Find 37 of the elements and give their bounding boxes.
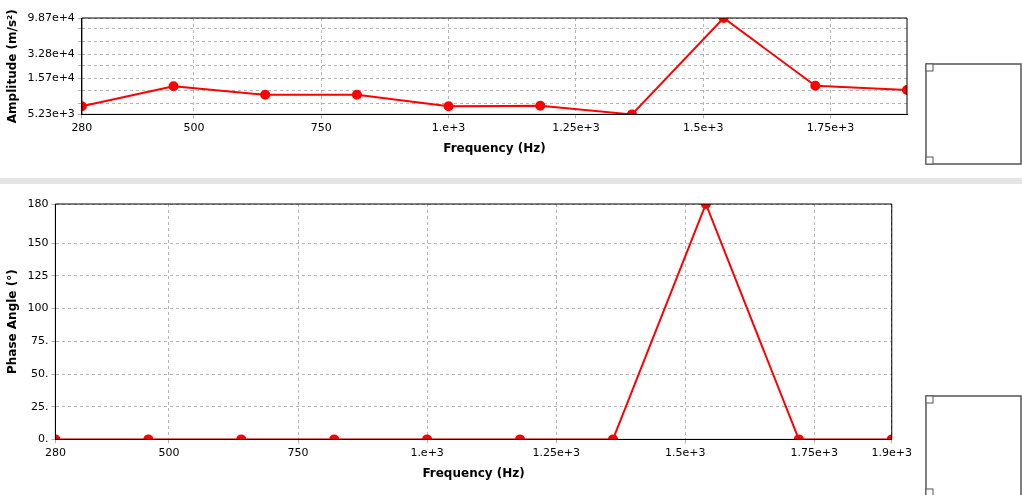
x-tick-label: 1.5e+3: [683, 120, 724, 134]
y-tick-label: 9.87e+4: [27, 10, 75, 24]
point: [535, 100, 546, 111]
y-tick-label: 100: [27, 301, 49, 315]
x-tick-label: 1.75e+3: [790, 445, 839, 459]
y-tick-label: 75.: [30, 334, 49, 348]
y-tick-label: 1.57e+4: [27, 71, 75, 85]
y-tick-label: 180: [27, 196, 49, 210]
y-tick-label: 125: [27, 268, 49, 282]
x-axis-title: Frequency (Hz): [422, 465, 525, 480]
x-tick-label: 500: [158, 445, 180, 459]
point: [351, 89, 362, 100]
y-tick-label: 0.: [37, 432, 49, 446]
point: [260, 89, 271, 100]
x-tick-label: 1.25e+3: [532, 445, 580, 459]
y-axis-title: Amplitude (m/s²): [5, 9, 20, 124]
x-tick-label: 1.5e+3: [665, 445, 706, 459]
x-tick-label: 280: [71, 120, 93, 134]
x-tick-label: 280: [44, 445, 66, 459]
y-tick-label: 150: [27, 236, 49, 250]
point: [810, 80, 821, 91]
x-tick-label: 1.e+3: [431, 120, 466, 134]
y-tick-label: 5.23e+3: [27, 107, 75, 121]
x-tick-label: 750: [310, 120, 332, 134]
x-tick-label: 500: [183, 120, 205, 134]
x-tick-label: 1.e+3: [410, 445, 444, 459]
y-tick-label: 25.: [30, 399, 49, 413]
x-tick-label: 750: [287, 445, 309, 459]
x-tick-label: 1.9e+3: [871, 445, 912, 459]
point: [443, 101, 454, 112]
x-tick-label: 1.75e+3: [806, 120, 855, 134]
y-tick-label: 3.28e+4: [27, 47, 75, 61]
y-tick-label: 50.: [30, 366, 49, 380]
y-axis-title: Phase Angle (°): [5, 269, 20, 375]
x-tick-label: 1.25e+3: [552, 120, 600, 134]
point: [168, 81, 179, 92]
x-axis-title: Frequency (Hz): [443, 140, 546, 155]
